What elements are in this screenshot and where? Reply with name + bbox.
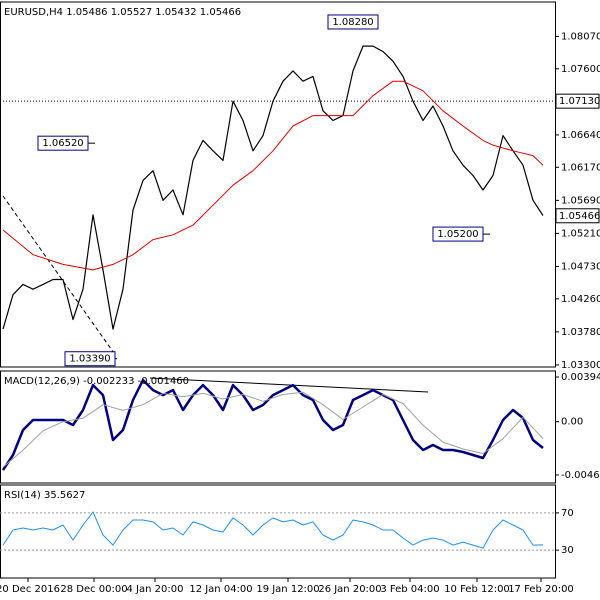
annotation-label: 1.08280 xyxy=(332,17,373,28)
series-line xyxy=(1,378,544,471)
y-tick-label: 1.04260 xyxy=(561,294,600,305)
trend-line xyxy=(2,195,117,357)
x-tick-label: 17 Feb 20:00 xyxy=(508,584,574,595)
y-tick-label: 1.08070 xyxy=(561,31,600,42)
x-tick-label: 10 Feb 12:00 xyxy=(444,584,510,595)
y-tick-label: 1.04730 xyxy=(561,261,600,272)
panel-title: RSI(14) 35.5627 xyxy=(4,490,85,501)
y-tick-label: 1.03300 xyxy=(561,360,600,371)
x-tick-label: 26 Jan 20:00 xyxy=(318,584,381,595)
annotation-label: 1.06520 xyxy=(42,138,83,149)
y-tick-label: -0.004694 xyxy=(561,470,600,481)
panel-frame xyxy=(0,484,556,579)
last-price-box xyxy=(555,208,600,224)
y-tick-label: 1.07600 xyxy=(561,64,600,75)
title-bg xyxy=(2,4,3,5)
annotation-box xyxy=(432,226,484,242)
y-tick-label: 1.03780 xyxy=(561,327,600,338)
y-tick-label: 30 xyxy=(561,545,574,556)
x-tick-label: 28 Dec 00:00 xyxy=(60,584,127,595)
panel-title: MACD(12,26,9) -0.002233 -0.001460 xyxy=(4,376,189,387)
x-tick-label: 20 Dec 2016 xyxy=(0,584,60,595)
panel-frame xyxy=(0,1,556,368)
level-label: 1.07130 xyxy=(559,96,600,107)
x-tick-label: 12 Jan 04:00 xyxy=(189,584,252,595)
annotation-box xyxy=(327,14,379,30)
series-line xyxy=(2,391,544,468)
annotation-box xyxy=(64,351,116,367)
annotation-label: 1.03390 xyxy=(69,354,110,365)
y-tick-label: 1.05210 xyxy=(561,228,600,239)
x-tick-label: 4 Jan 20:00 xyxy=(127,584,184,595)
series-line xyxy=(2,45,544,330)
level-box xyxy=(555,93,600,109)
title-bg xyxy=(2,487,3,488)
x-tick-label: 3 Feb 04:00 xyxy=(380,584,439,595)
last-price-label: 1.05466 xyxy=(559,211,600,222)
y-tick-label: 1.06170 xyxy=(561,162,600,173)
annotation-box xyxy=(37,135,89,151)
y-tick-label: 0.003942 xyxy=(561,372,600,383)
macd-trend-line xyxy=(149,377,429,393)
annotation-label: 1.05200 xyxy=(437,229,478,240)
title-bg xyxy=(2,373,3,374)
y-tick-label: 0.00 xyxy=(561,417,583,428)
y-tick-label: 70 xyxy=(561,508,574,519)
panel-frame xyxy=(0,370,556,484)
y-tick-label: 1.05690 xyxy=(561,195,600,206)
y-tick-label: 1.06640 xyxy=(561,130,600,141)
panel-title: EURUSD,H4 1.05486 1.05527 1.05432 1.0546… xyxy=(4,7,241,18)
series-line xyxy=(2,511,544,549)
x-tick-label: 19 Jan 12:00 xyxy=(256,584,319,595)
series-line xyxy=(2,80,544,271)
